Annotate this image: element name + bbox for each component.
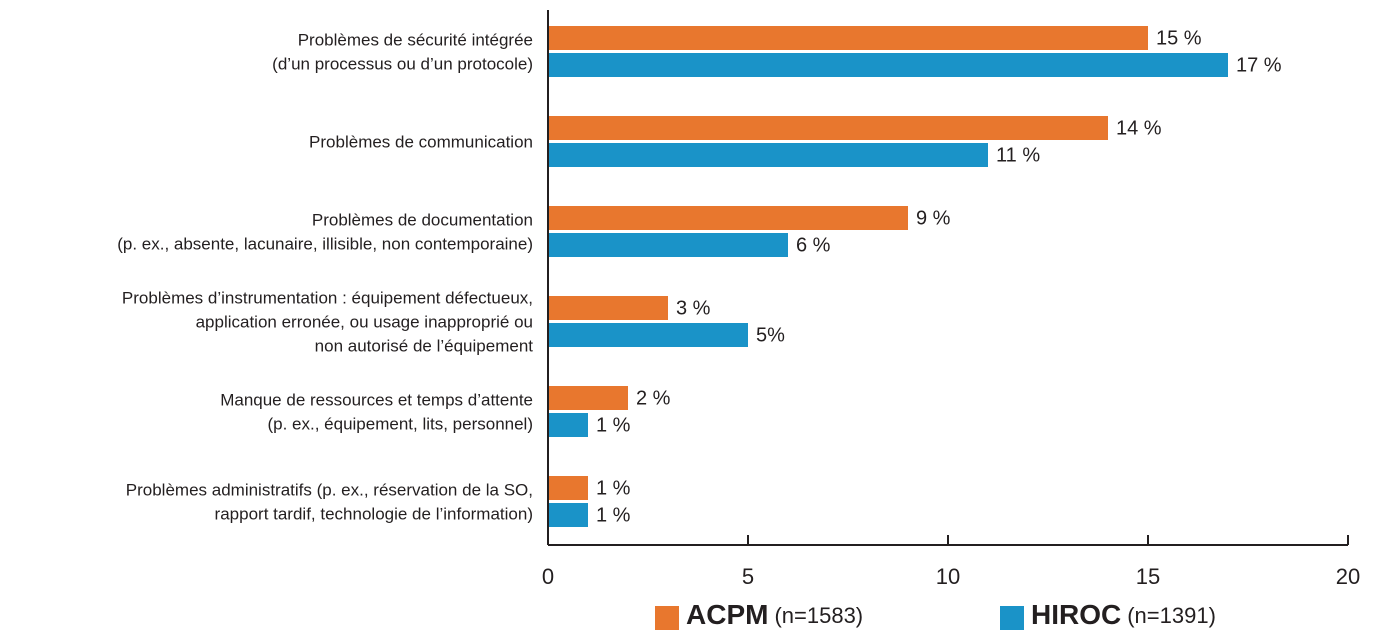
- category-label: Manque de ressources et temps d’attente: [220, 390, 533, 409]
- value-label: 2 %: [636, 387, 671, 409]
- x-tick-label: 15: [1136, 564, 1160, 589]
- bar: [548, 26, 1148, 50]
- bar: [548, 296, 668, 320]
- bar: [548, 476, 588, 500]
- value-label: 1 %: [596, 414, 631, 436]
- bar: [548, 413, 588, 437]
- value-label: 1 %: [596, 504, 631, 526]
- category-label: application erronée, ou usage inappropri…: [196, 312, 533, 331]
- bar: [548, 503, 588, 527]
- category-label: rapport tardif, technologie de l’informa…: [215, 504, 533, 523]
- category-label: non autorisé de l’équipement: [315, 336, 534, 355]
- value-label: 1 %: [596, 477, 631, 499]
- legend-entry: ACPM (n=1583): [686, 599, 863, 630]
- category-label: Problèmes de communication: [309, 132, 533, 151]
- bar: [548, 143, 988, 167]
- bar: [548, 386, 628, 410]
- legend-name: HIROC: [1031, 599, 1121, 630]
- bar: [548, 206, 908, 230]
- x-tick-label: 0: [542, 564, 554, 589]
- value-label: 5%: [756, 324, 785, 346]
- value-label: 11 %: [996, 144, 1040, 166]
- legend-swatch: [1000, 606, 1024, 630]
- legend-swatch: [655, 606, 679, 630]
- value-label: 9 %: [916, 207, 951, 229]
- value-label: 15 %: [1156, 27, 1202, 49]
- bar: [548, 116, 1108, 140]
- x-tick-label: 10: [936, 564, 960, 589]
- x-tick-label: 20: [1336, 564, 1360, 589]
- category-label: (p. ex., absente, lacunaire, illisible, …: [117, 234, 533, 253]
- bar: [548, 53, 1228, 77]
- category-label: Problèmes administratifs (p. ex., réserv…: [126, 480, 533, 499]
- value-label: 14 %: [1116, 117, 1162, 139]
- value-label: 3 %: [676, 297, 711, 319]
- bar: [548, 323, 748, 347]
- value-label: 6 %: [796, 234, 831, 256]
- category-label: (d’un processus ou d’un protocole): [272, 54, 533, 73]
- x-tick-label: 5: [742, 564, 754, 589]
- legend-name: ACPM: [686, 599, 768, 630]
- category-label: Problèmes de sécurité intégrée: [298, 30, 533, 49]
- bar: [548, 233, 788, 257]
- category-label: Problèmes d’instrumentation : équipement…: [122, 288, 533, 307]
- category-label: (p. ex., équipement, lits, personnel): [267, 414, 533, 433]
- legend-note: (n=1391): [1127, 603, 1216, 628]
- legend-entry: HIROC (n=1391): [1031, 599, 1216, 630]
- legend-note: (n=1583): [774, 603, 863, 628]
- category-label: Problèmes de documentation: [312, 210, 533, 229]
- value-label: 17 %: [1236, 54, 1282, 76]
